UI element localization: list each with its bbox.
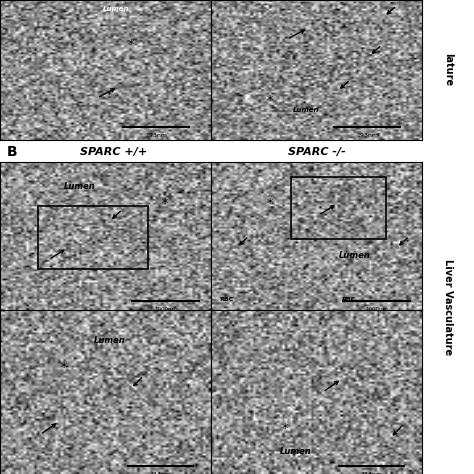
Text: *: * [267,94,273,107]
Text: Liver Vasculature: Liver Vasculature [443,259,453,355]
Text: Lumen: Lumen [280,447,311,456]
Text: SPARC -/-: SPARC -/- [288,147,346,157]
Text: Lumen: Lumen [94,336,126,345]
Text: *: * [162,197,168,210]
Text: Lumen: Lumen [64,182,96,191]
Text: lature: lature [443,54,453,87]
Text: RBC: RBC [219,297,234,302]
Text: Lumen: Lumen [338,251,370,260]
Text: 193nm: 193nm [356,133,378,138]
Text: *: * [267,197,273,210]
Bar [291,177,386,239]
Text: SPARC +/+: SPARC +/+ [80,147,147,157]
Text: *: * [60,361,66,374]
Text: B: B [6,145,17,159]
Text: 1000nm: 1000nm [365,307,388,312]
Text: Lumen: Lumen [293,107,319,113]
Text: *: * [128,38,134,51]
Text: *: * [282,421,288,435]
Text: Lumen: Lumen [103,6,129,12]
Text: 344nm: 344nm [360,473,383,474]
Text: RBC: RBC [342,297,356,302]
Text: 344nm: 344nm [149,473,172,474]
Bar [38,206,148,269]
Text: 193nm: 193nm [145,133,167,138]
Text: 1000nm: 1000nm [154,307,177,312]
